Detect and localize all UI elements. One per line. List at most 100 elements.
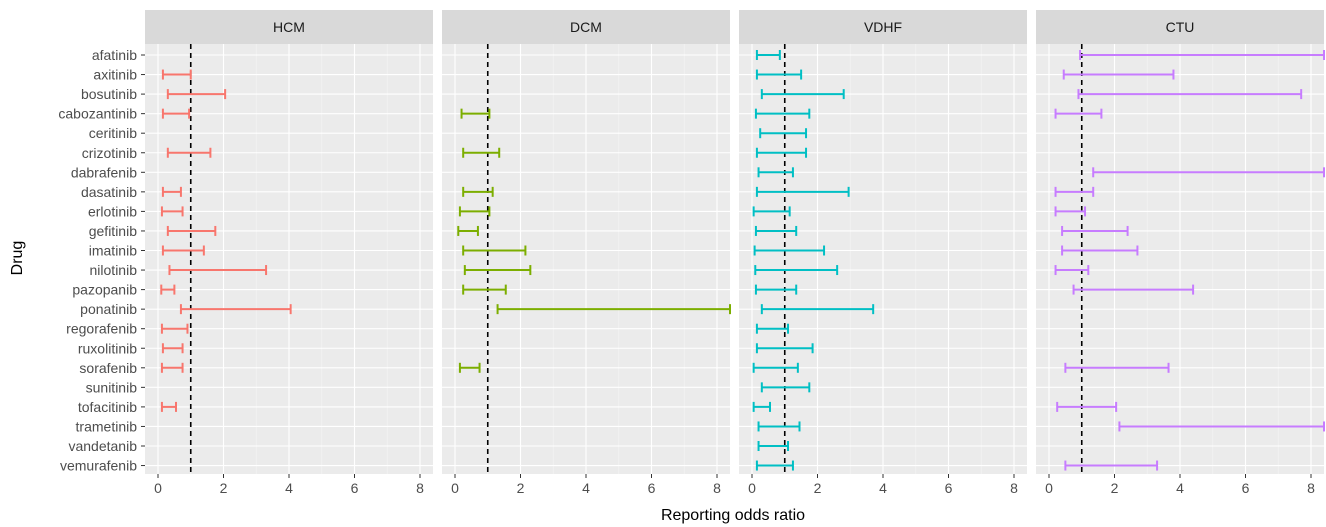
- y-tick-label: erlotinib: [88, 203, 137, 219]
- error-bar: [760, 89, 845, 100]
- y-tick-label: bosutinib: [81, 86, 137, 102]
- error-bar: [458, 362, 481, 373]
- error-bar: [1077, 89, 1303, 100]
- error-bar: [757, 421, 801, 432]
- facet-panel: VDHF 0 2 4 6 8: [739, 10, 1027, 496]
- y-tick-label: dasatinib: [81, 184, 137, 200]
- error-bar: [458, 206, 491, 217]
- y-tick-label: sorafenib: [79, 360, 137, 376]
- error-bar: [160, 284, 176, 295]
- x-tick-label: 6: [945, 480, 953, 496]
- error-bar: [179, 304, 292, 315]
- error-bar: [161, 69, 192, 80]
- x-axis-title: Reporting odds ratio: [661, 507, 805, 524]
- error-bar: [160, 206, 184, 217]
- error-bar: [166, 89, 227, 100]
- error-bar: [460, 108, 491, 119]
- error-bar: [1054, 206, 1087, 217]
- facet-strip-label: DCM: [570, 19, 602, 35]
- x-tick-label: 4: [1176, 480, 1184, 496]
- y-tick-label: afatinib: [92, 47, 137, 63]
- error-bar: [166, 147, 212, 158]
- y-tick-label: ceritinib: [89, 125, 137, 141]
- error-bar: [1092, 167, 1325, 178]
- x-tick-label: 4: [879, 480, 887, 496]
- error-bar: [752, 206, 791, 217]
- x-tick-label: 6: [351, 480, 359, 496]
- y-tick-label: sunitinib: [86, 379, 138, 395]
- error-bar: [161, 186, 182, 197]
- error-bar: [462, 284, 507, 295]
- x-tick-label: 6: [1242, 480, 1250, 496]
- error-bar: [1061, 225, 1129, 236]
- y-tick-label: ruxolitinib: [78, 340, 137, 356]
- error-bar: [752, 362, 799, 373]
- y-tick-label: pazopanib: [72, 282, 137, 298]
- x-tick-label: 8: [713, 480, 721, 496]
- x-tick-label: 0: [154, 480, 162, 496]
- error-bar: [496, 304, 731, 315]
- error-bar: [754, 108, 811, 119]
- facet-panel: HCM 0 2 4 6 8: [145, 10, 433, 496]
- facet-panel: DCM 0 2 4 6 8: [442, 10, 731, 496]
- y-tick-label: vemurafenib: [60, 458, 137, 474]
- error-bar: [760, 382, 811, 393]
- facet-strip: [145, 10, 433, 44]
- error-bar: [752, 401, 772, 412]
- error-bar: [463, 265, 532, 276]
- error-bar: [755, 69, 803, 80]
- x-tick-label: 8: [416, 480, 424, 496]
- error-bar: [160, 323, 189, 334]
- facet-panel: CTU 0 2 4 6 8: [1036, 10, 1325, 496]
- x-tick-label: 8: [1307, 480, 1315, 496]
- error-bar: [160, 401, 178, 412]
- error-bar: [753, 245, 826, 256]
- error-bar: [759, 128, 808, 139]
- y-tick-label: gefitinib: [89, 223, 137, 239]
- error-bar: [1062, 69, 1175, 80]
- error-bar: [760, 304, 875, 315]
- error-bar: [757, 441, 790, 451]
- error-bar: [1054, 108, 1103, 119]
- error-bar: [462, 186, 494, 197]
- error-bar: [161, 108, 191, 119]
- error-bar: [160, 362, 184, 373]
- facet-strip-label: VDHF: [864, 19, 902, 35]
- facet-strip-label: HCM: [273, 19, 305, 35]
- y-tick-label: crizotinib: [82, 145, 137, 161]
- error-bar: [1064, 460, 1159, 471]
- error-bar: [168, 265, 268, 276]
- x-tick-label: 0: [451, 480, 459, 496]
- x-tick-label: 4: [285, 480, 293, 496]
- y-tick-label: imatinib: [89, 243, 137, 259]
- error-bar: [755, 147, 808, 158]
- y-tick-label: vandetanib: [68, 438, 137, 454]
- error-bar: [462, 147, 501, 158]
- error-bar: [755, 343, 814, 354]
- x-tick-label: 2: [220, 480, 228, 496]
- error-bar: [755, 50, 781, 60]
- x-tick-label: 0: [1045, 480, 1053, 496]
- error-bar: [754, 284, 798, 295]
- x-tick-label: 8: [1010, 480, 1018, 496]
- facet-strip: [442, 10, 730, 44]
- y-tick-label: cabozantinib: [58, 106, 137, 122]
- error-bar: [161, 245, 205, 256]
- x-tick-label: 2: [1111, 480, 1119, 496]
- error-bar: [1061, 245, 1139, 256]
- error-bar: [1064, 362, 1170, 373]
- y-tick-label: regorafenib: [66, 321, 137, 337]
- y-tick-label: dabrafenib: [71, 164, 137, 180]
- error-bar: [757, 167, 794, 178]
- error-bar: [1079, 50, 1325, 60]
- error-bar: [1056, 401, 1118, 412]
- x-tick-label: 2: [517, 480, 525, 496]
- x-tick-label: 2: [814, 480, 822, 496]
- error-bar: [1118, 421, 1325, 432]
- error-bar: [1054, 265, 1090, 276]
- y-tick-label: trametinib: [76, 418, 138, 434]
- x-tick-label: 4: [582, 480, 590, 496]
- x-tick-label: 6: [648, 480, 656, 496]
- error-bar: [161, 343, 184, 354]
- y-axis-title: Drug: [9, 241, 26, 276]
